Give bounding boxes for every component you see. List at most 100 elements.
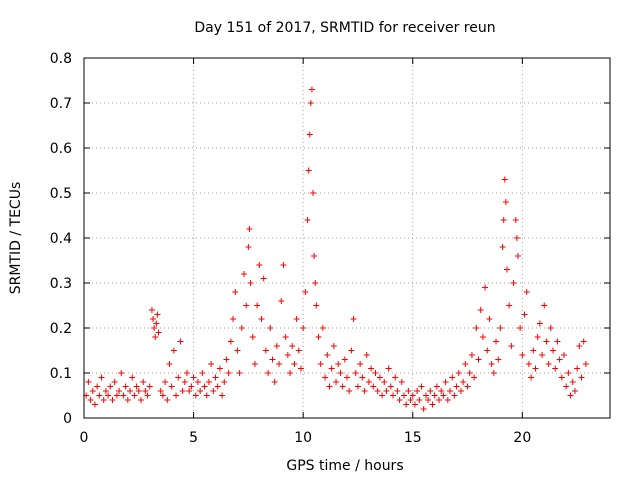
data-point xyxy=(151,325,158,331)
data-point xyxy=(236,370,243,376)
data-point xyxy=(532,365,539,372)
data-point xyxy=(416,397,423,403)
data-point xyxy=(214,383,221,390)
data-point xyxy=(422,392,429,399)
data-point xyxy=(512,217,519,223)
data-point xyxy=(457,388,464,394)
data-point xyxy=(192,392,199,399)
data-point xyxy=(98,374,105,381)
data-point xyxy=(554,338,561,345)
data-point xyxy=(249,334,256,340)
data-point xyxy=(87,397,94,403)
x-tick-label: 20 xyxy=(513,430,531,446)
data-point xyxy=(361,388,368,394)
data-point xyxy=(181,379,188,385)
data-point xyxy=(168,383,175,390)
data-point xyxy=(552,365,559,372)
data-point xyxy=(563,383,570,390)
data-point xyxy=(89,388,96,394)
data-point xyxy=(580,338,587,345)
data-point xyxy=(221,379,228,385)
data-point xyxy=(96,392,103,399)
data-point xyxy=(473,325,480,331)
data-point xyxy=(155,329,162,336)
data-point xyxy=(315,334,322,340)
data-point xyxy=(280,262,287,268)
data-point xyxy=(91,401,98,408)
data-point xyxy=(436,397,443,403)
data-point xyxy=(493,338,500,345)
data-point xyxy=(350,316,357,322)
data-point xyxy=(510,280,517,286)
data-point xyxy=(534,334,541,340)
data-point xyxy=(502,199,509,205)
data-point xyxy=(497,325,504,331)
data-point xyxy=(256,262,263,268)
data-point xyxy=(205,379,212,385)
data-point xyxy=(547,325,554,331)
data-point xyxy=(460,379,467,385)
data-point xyxy=(146,383,153,390)
chart-title: Day 151 of 2017, SRMTID for receiver reu… xyxy=(194,20,495,36)
data-point xyxy=(539,352,546,358)
data-point xyxy=(304,217,311,223)
data-point xyxy=(293,316,300,322)
data-point xyxy=(471,374,478,381)
data-point xyxy=(251,361,258,367)
data-point xyxy=(352,370,359,376)
data-point xyxy=(137,397,144,403)
y-tick-label: 0.4 xyxy=(50,231,72,247)
data-point xyxy=(186,388,193,394)
data-point xyxy=(466,370,473,376)
data-point xyxy=(254,302,261,309)
data-point xyxy=(500,217,507,223)
data-point xyxy=(390,392,397,399)
x-tick-label: 0 xyxy=(80,430,89,446)
data-point xyxy=(269,356,276,363)
data-point xyxy=(545,361,552,367)
data-point xyxy=(175,374,182,381)
data-point xyxy=(230,316,237,322)
data-point xyxy=(429,401,436,408)
data-point xyxy=(282,334,289,340)
data-point xyxy=(225,370,232,376)
data-point xyxy=(234,347,241,354)
x-axis-label: GPS time / hours xyxy=(286,458,403,474)
data-point xyxy=(173,392,180,399)
y-tick-label: 0.1 xyxy=(50,366,72,382)
y-tick-label: 0.3 xyxy=(50,276,72,292)
data-point xyxy=(398,379,405,385)
data-point xyxy=(135,388,142,394)
data-point xyxy=(346,388,353,394)
x-tick-label: 5 xyxy=(189,430,198,446)
data-point xyxy=(330,343,337,349)
data-points xyxy=(83,86,589,412)
data-point xyxy=(140,379,147,385)
data-point xyxy=(326,383,333,390)
x-tick-label: 10 xyxy=(294,430,312,446)
data-point xyxy=(258,316,265,322)
data-point xyxy=(385,365,392,372)
data-point xyxy=(287,370,294,376)
data-point xyxy=(418,383,425,390)
data-point xyxy=(576,343,583,349)
data-point xyxy=(94,383,101,390)
data-point xyxy=(357,361,364,367)
data-point xyxy=(503,266,510,273)
data-point xyxy=(324,352,331,358)
data-point xyxy=(528,374,535,381)
tick-labels: 0 0.1 0.2 0.3 0.4 0.5 0.6 0.7 0.8 0 5 10 15 20 xyxy=(50,51,610,446)
data-point xyxy=(227,338,234,345)
data-point xyxy=(197,388,204,394)
data-point xyxy=(506,302,513,309)
plot-frame xyxy=(83,57,611,419)
data-point xyxy=(427,388,434,394)
data-point xyxy=(311,253,318,259)
data-point xyxy=(157,388,164,394)
data-point xyxy=(582,361,589,367)
data-point xyxy=(153,320,160,327)
data-point xyxy=(260,275,267,282)
data-point xyxy=(440,392,447,399)
data-point xyxy=(405,388,412,394)
data-point xyxy=(105,392,112,399)
